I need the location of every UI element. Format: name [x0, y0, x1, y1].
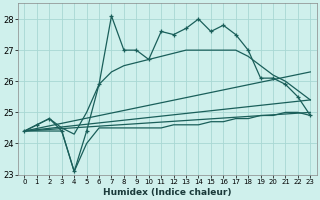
X-axis label: Humidex (Indice chaleur): Humidex (Indice chaleur) — [103, 188, 232, 197]
